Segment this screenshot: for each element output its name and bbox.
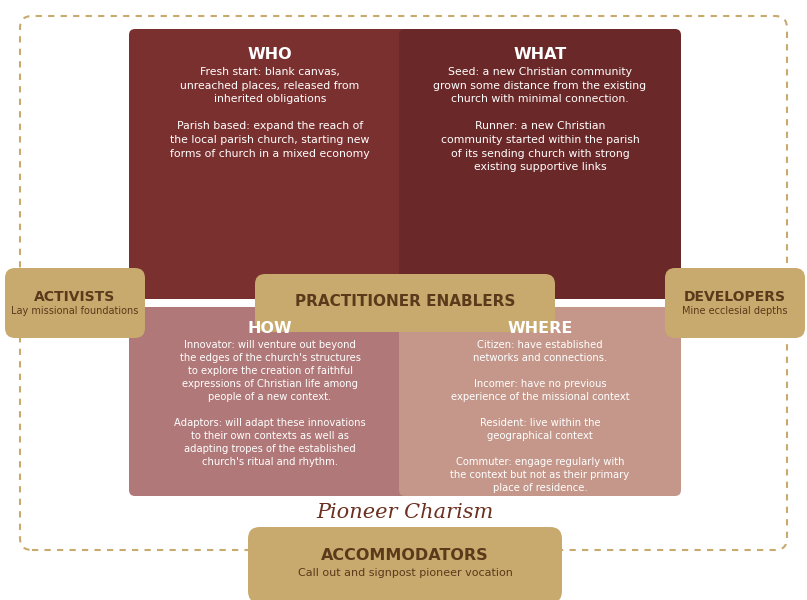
Text: ACTIVISTS: ACTIVISTS (35, 290, 115, 304)
Text: Call out and signpost pioneer vocation: Call out and signpost pioneer vocation (298, 568, 512, 578)
Text: Seed: a new Christian community
grown some distance from the existing
church wit: Seed: a new Christian community grown so… (433, 67, 646, 172)
Text: Lay missional foundations: Lay missional foundations (11, 306, 139, 316)
FancyBboxPatch shape (5, 268, 145, 338)
Text: HOW: HOW (248, 321, 292, 336)
FancyBboxPatch shape (665, 268, 805, 338)
Text: Mine ecclesial depths: Mine ecclesial depths (682, 306, 788, 316)
Text: Pioneer Charism: Pioneer Charism (316, 503, 494, 521)
Text: ACCOMMODATORS: ACCOMMODATORS (321, 548, 489, 563)
FancyBboxPatch shape (248, 527, 562, 600)
FancyBboxPatch shape (255, 274, 555, 332)
Text: Citizen: have established
networks and connections.

Incomer: have no previous
e: Citizen: have established networks and c… (450, 340, 629, 493)
FancyBboxPatch shape (399, 307, 681, 496)
Text: DEVELOPERS: DEVELOPERS (684, 290, 786, 304)
Text: PRACTITIONER ENABLERS: PRACTITIONER ENABLERS (295, 295, 515, 310)
FancyBboxPatch shape (129, 307, 411, 496)
Text: Fresh start: blank canvas,
unreached places, released from
inherited obligations: Fresh start: blank canvas, unreached pla… (170, 67, 370, 158)
Text: WHO: WHO (248, 47, 292, 62)
Text: Innovator: will venture out beyond
the edges of the church's structures
to explo: Innovator: will venture out beyond the e… (174, 340, 366, 467)
FancyBboxPatch shape (129, 29, 411, 299)
Text: WHAT: WHAT (513, 47, 567, 62)
FancyBboxPatch shape (399, 29, 681, 299)
Text: WHERE: WHERE (508, 321, 573, 336)
